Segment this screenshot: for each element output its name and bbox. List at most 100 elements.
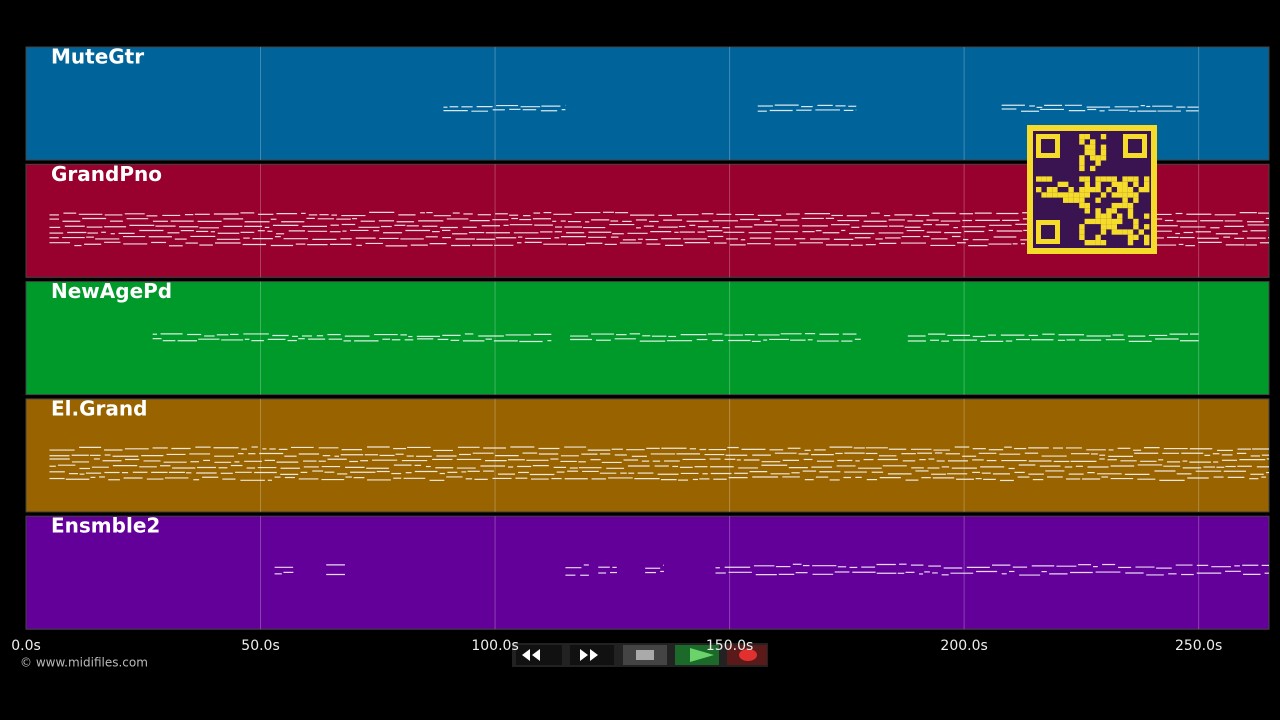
qr-module	[1133, 234, 1139, 240]
x-tick-label: 0.0s	[11, 638, 41, 654]
qr-module	[1117, 192, 1123, 198]
qr-module	[1041, 192, 1047, 198]
x-tick-label: 50.0s	[241, 638, 279, 654]
note-segment	[715, 563, 1269, 576]
qr-module	[1095, 234, 1101, 240]
record-button[interactable]	[727, 645, 767, 665]
qr-module	[1090, 240, 1096, 246]
qr-module	[1079, 139, 1085, 145]
qr-module	[1095, 155, 1101, 161]
qr-module	[1106, 224, 1112, 230]
x-tick-label: 200.0s	[940, 638, 987, 654]
qr-module	[1106, 213, 1112, 219]
qr-module	[1052, 192, 1058, 198]
qr-module	[1122, 176, 1128, 182]
qr-module	[1084, 144, 1090, 150]
track: NewAgePd	[25, 279, 1270, 396]
qr-module	[1122, 202, 1128, 209]
qr-module	[1095, 197, 1101, 203]
qr-module	[1084, 134, 1090, 140]
qr-module	[1100, 224, 1107, 230]
qr-module	[1084, 202, 1090, 209]
qr-module	[1127, 202, 1134, 209]
qr-module	[1122, 229, 1128, 235]
qr-module	[1068, 192, 1074, 198]
play-button[interactable]	[675, 645, 719, 665]
qr-module	[1111, 176, 1117, 182]
note-segment	[907, 333, 1199, 343]
qr-module	[1127, 213, 1134, 219]
qr-module	[1117, 218, 1123, 225]
qr-module	[1133, 224, 1139, 230]
qr-module	[1133, 181, 1139, 187]
qr-module	[1127, 234, 1134, 240]
qr-module	[1046, 192, 1053, 198]
note-segment	[565, 564, 589, 576]
rewind-button[interactable]	[516, 645, 562, 665]
qr-module	[1084, 218, 1090, 225]
note-segment	[152, 333, 552, 343]
qr-module	[1079, 165, 1085, 172]
transport-controls	[512, 643, 768, 667]
qr-module	[1079, 155, 1085, 161]
qr-module	[1133, 197, 1139, 203]
qr-module	[1100, 213, 1107, 219]
qr-module	[1095, 187, 1101, 193]
track-name: NewAgePd	[51, 279, 172, 303]
qr-module	[1127, 192, 1134, 198]
qr-module	[1095, 181, 1101, 187]
qr-module	[1084, 208, 1090, 214]
qr-module	[1144, 176, 1150, 182]
qr-module	[1122, 192, 1128, 198]
note-segment	[326, 564, 345, 576]
x-tick-label: 250.0s	[1175, 638, 1222, 654]
qr-module	[1138, 229, 1144, 235]
qr-module	[1122, 197, 1128, 203]
note-segment	[598, 566, 618, 574]
qr-module	[1079, 197, 1085, 203]
qr-module	[1079, 229, 1085, 235]
qr-module	[1133, 218, 1139, 225]
qr-module	[1100, 176, 1107, 182]
qr-module	[1095, 240, 1101, 246]
qr-module	[1090, 139, 1096, 145]
qr-module	[1095, 176, 1101, 182]
note-segment	[274, 566, 294, 575]
qr-module	[1068, 187, 1074, 193]
track-background	[25, 398, 1270, 513]
qr-module	[1100, 155, 1107, 161]
qr-module	[1127, 208, 1134, 214]
qr-module	[1084, 149, 1090, 156]
qr-module	[1079, 192, 1085, 198]
qr-module	[1100, 240, 1107, 246]
qr-module	[1106, 208, 1112, 214]
track-name: El.Grand	[51, 396, 147, 420]
x-tick-label: 150.0s	[706, 638, 753, 654]
qr-module	[1063, 181, 1069, 187]
qr-module	[1106, 218, 1112, 225]
qr-module	[1117, 181, 1123, 187]
qr-module	[1057, 181, 1063, 187]
qr-module	[1144, 187, 1150, 193]
fast-forward-button[interactable]	[570, 645, 614, 665]
track-name: Ensmble2	[51, 514, 160, 538]
qr-module	[1100, 149, 1107, 156]
qr-module	[1111, 218, 1117, 225]
qr-module	[1090, 155, 1096, 161]
qr-module	[1079, 224, 1085, 230]
qr-module	[1117, 213, 1123, 219]
track-name: GrandPno	[51, 162, 162, 186]
track-name: MuteGtr	[51, 45, 144, 69]
qr-module	[1084, 176, 1090, 182]
note-segment	[645, 564, 664, 574]
qr-module	[1095, 208, 1101, 214]
qr-module	[1046, 176, 1053, 182]
stop-button[interactable]	[623, 645, 667, 665]
qr-module	[1111, 229, 1117, 235]
qr-module	[1100, 134, 1107, 140]
note-segment	[757, 104, 857, 112]
note-segment	[570, 333, 861, 343]
qr-module	[1090, 218, 1096, 225]
qr-module	[1122, 181, 1128, 187]
